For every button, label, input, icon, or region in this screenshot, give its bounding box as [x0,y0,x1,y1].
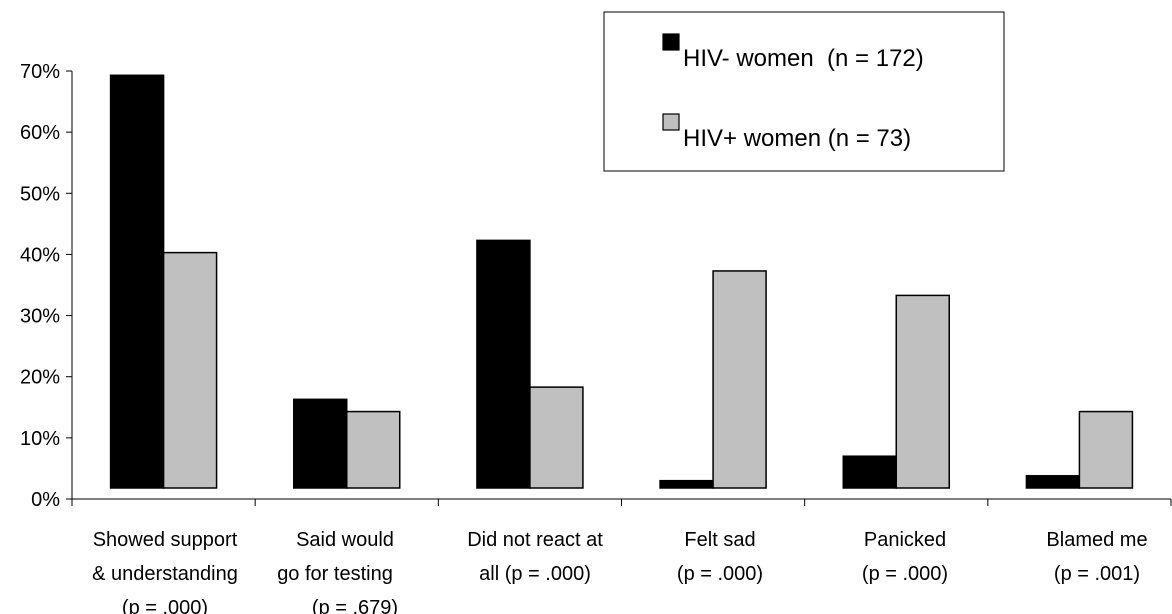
bar-hiv-neg-5 [1025,475,1081,489]
category-label: Felt sad [684,529,755,551]
bars [109,74,1134,489]
category-label: (p = .000) [122,597,208,614]
category-label: Showed support [93,529,238,551]
y-tick-label: 20% [20,367,60,389]
category-label: (p = .000) [677,563,763,585]
bar-hiv-neg-3 [659,479,714,489]
bar-hiv-pos-5 [1078,410,1134,489]
bar-hiv-pos-2 [529,386,584,489]
category-label: Said would [296,529,394,551]
y-tick-label: 70% [20,61,60,83]
y-axis: 0% 10% 20% 30% 40% 50% 60% 70% [20,61,73,511]
x-axis [71,498,1172,506]
bar-hiv-neg-2 [476,239,531,489]
category-label: Panicked [864,529,946,551]
y-tick-label: 60% [20,122,60,144]
category-label: go for testing [277,563,393,585]
y-tick-label: 0% [31,489,60,511]
category-label: & understanding [92,563,238,585]
legend-swatch [662,33,680,51]
y-tick-label: 50% [20,183,60,205]
bar-hiv-neg-4 [842,455,897,489]
category-label: (p = .001) [1054,563,1140,585]
bar-hiv-pos-0 [162,251,218,489]
category-labels: Showed support & understanding (p = .000) S… [92,529,1147,614]
category-label: Blamed me [1046,529,1147,551]
y-tick-label: 40% [20,244,60,266]
legend-label: HIV- women (n = 172) [683,45,924,72]
bar-hiv-pos-3 [712,270,767,489]
legend-swatch [662,113,680,131]
y-tick-label: 30% [20,306,60,328]
bar-hiv-pos-1 [346,410,401,489]
category-label: Did not react at [467,529,603,551]
category-label: (p = .000) [862,563,948,585]
y-tick-label: 10% [20,428,60,450]
legend-label: HIV+ women (n = 73) [683,125,911,152]
bar-hiv-neg-0 [109,74,165,489]
bar-hiv-pos-4 [895,294,950,489]
category-label: all (p = .000) [479,563,591,585]
legend: HIV- women (n = 172) HIV+ women (n = 73) [603,11,1005,172]
bar-hiv-neg-1 [293,398,348,489]
category-label: (p = .679) [312,597,398,614]
